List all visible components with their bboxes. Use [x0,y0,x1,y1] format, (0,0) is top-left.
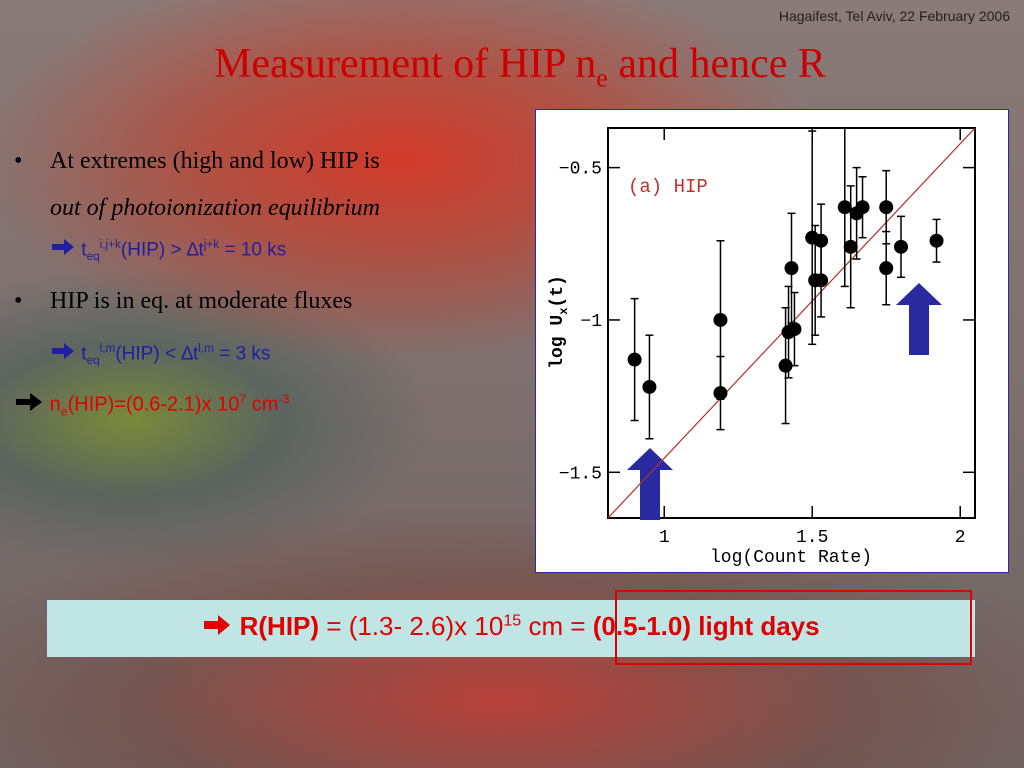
data-point [879,200,894,215]
result-box [47,600,975,657]
data-point [814,273,829,288]
sup: l,m [99,342,116,355]
t: (t) [548,275,568,307]
sub: eq [86,250,100,264]
x-tick-label: 1.5 [796,528,828,548]
chart: (a) HIP log(Count Rate) log Ux(t) 1 1.5 2 −… [535,109,1009,573]
arrow-icon [16,392,42,411]
highlight-box [615,590,972,665]
data-point [855,200,870,215]
data-point [894,239,909,254]
t: R(HIP) [239,611,320,641]
t: = 10 ks [219,239,287,261]
data-point [879,261,894,276]
t: cm = [521,611,593,641]
arrow-up [627,448,673,520]
t: t [81,239,87,261]
sup: 7 [239,392,247,406]
y-axis-label: log Ux(t) [548,275,571,369]
title-text: Measurement of HIP n [214,41,597,87]
t: cm [246,393,279,416]
sub: e [60,404,68,419]
sub: eq [86,354,100,368]
t: t [81,343,87,365]
x-axis-label: log(Count Rate) [710,548,872,568]
bullet-text: out of photoionization equilibrium [50,195,381,221]
t: = (1.3- 2.6)x 10 [319,611,504,641]
conclusion: ne(HIP)=(0.6-2.1)x 107 cm-3 [14,392,289,419]
sup: 15 [503,611,522,630]
sup: i,j+k [99,238,121,251]
y-tick-label: −1 [580,312,602,332]
sup: j+k [203,238,220,251]
bullet-dot: • [14,288,23,314]
slide-title: Measurement of HIP ne and hence R [0,40,1024,93]
sup: l,m [198,342,214,355]
data-point [713,386,728,401]
data-point [843,239,858,254]
t: (HIP)=(0.6-2.1)x 10 [67,393,240,416]
y-tick-label: −0.5 [559,160,602,180]
data-point [784,261,799,276]
t: (0.5-1.0) light days [592,611,820,641]
sub-result: teql,m(HIP) < ∆tl,m = 3 ks [50,342,270,367]
t: (HIP) < ∆t [115,343,199,365]
t: n [49,393,61,416]
arrow-icon [52,343,74,360]
t: (HIP) > ∆t [120,239,204,261]
data-point [642,379,657,394]
title-text: and hence R [607,41,826,87]
sub-result: teqi,j+k(HIP) > ∆tj+k = 10 ks [50,238,286,263]
annotation: (a) HIP [628,176,708,198]
plot-frame [607,127,976,519]
arrow-icon [204,615,231,635]
y-tick-label: −1.5 [559,464,602,484]
sub: x [557,308,571,315]
arrow-up [896,283,942,355]
result-text: R(HIP) = (1.3- 2.6)x 1015 cm = (0.5-1.0)… [47,611,975,642]
t: log U [548,315,568,369]
header-note: Hagaifest, Tel Aviv, 22 February 2006 [778,8,1010,24]
sup: -3 [278,392,290,406]
bullet-dot: • [14,148,23,174]
arrow-icon [52,239,74,256]
bullet-text: At extremes (high and low) HIP is [50,148,380,174]
x-tick-label: 2 [955,528,966,548]
data-point [929,233,944,248]
x-tick-label: 1 [659,528,670,548]
title-sub: e [596,63,608,93]
data-point [837,200,852,215]
data-point [713,312,728,327]
data-point [787,322,802,337]
data-point [627,352,642,367]
bullet-text: HIP is in eq. at moderate fluxes [50,288,353,314]
t: = 3 ks [213,343,271,365]
plot-area [608,128,975,518]
